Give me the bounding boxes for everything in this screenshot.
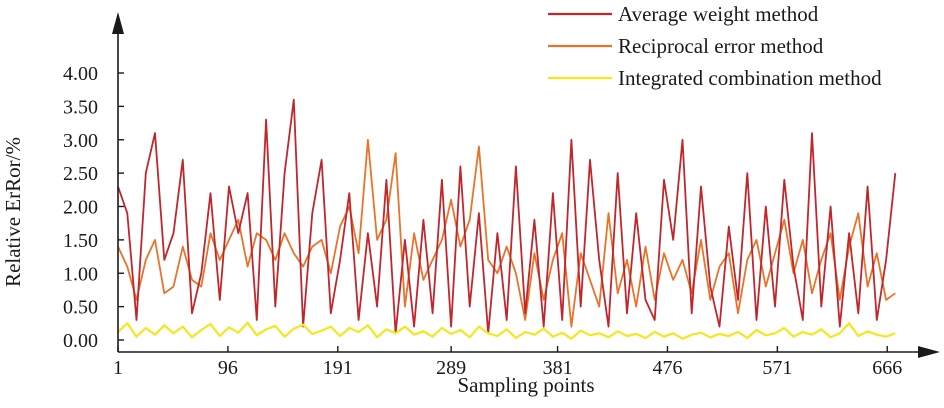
legend: Average weight method Reciprocal error me…	[548, 2, 882, 90]
x-tick-label: 476	[652, 357, 682, 379]
x-tick-label: 191	[323, 357, 353, 379]
legend-label-3: Integrated combination method	[618, 66, 882, 90]
legend-label-1: Average weight method	[618, 2, 819, 26]
series-line-1	[117, 98, 897, 335]
legend-label-2: Reciprocal error method	[618, 34, 824, 58]
y-tick-label: 3.00	[63, 130, 98, 152]
y-axis-arrow	[112, 12, 124, 34]
y-ticks: 0.00 0.50 1.00 1.50 2.00 2.50 3.00 3.50 4.00	[63, 63, 124, 352]
x-axis-arrow	[918, 346, 940, 358]
x-ticks: 1 96 191 289 381 476 571 666	[113, 346, 902, 379]
y-tick-label: 0.00	[63, 330, 98, 352]
axes	[112, 12, 940, 358]
x-tick-label: 666	[872, 357, 902, 379]
x-tick-label: 289	[436, 357, 466, 379]
x-tick-label: 96	[218, 357, 238, 379]
y-tick-label: 1.00	[63, 263, 98, 285]
y-tick-label: 3.50	[63, 96, 98, 118]
series-line-3	[117, 321, 896, 340]
x-tick-label: 381	[543, 357, 573, 379]
x-tick-label: 571	[762, 357, 792, 379]
x-axis-title: Sampling points	[457, 373, 594, 397]
series-line-2	[117, 138, 896, 328]
y-tick-label: 1.50	[63, 230, 98, 252]
y-tick-label: 4.00	[63, 63, 98, 85]
x-tick-label: 1	[113, 357, 123, 379]
y-tick-label: 2.50	[63, 163, 98, 185]
y-tick-label: 0.50	[63, 297, 98, 319]
y-axis-title: Relative ErRor/%	[1, 137, 25, 287]
series-lines	[117, 98, 897, 340]
y-tick-label: 2.00	[63, 197, 98, 219]
